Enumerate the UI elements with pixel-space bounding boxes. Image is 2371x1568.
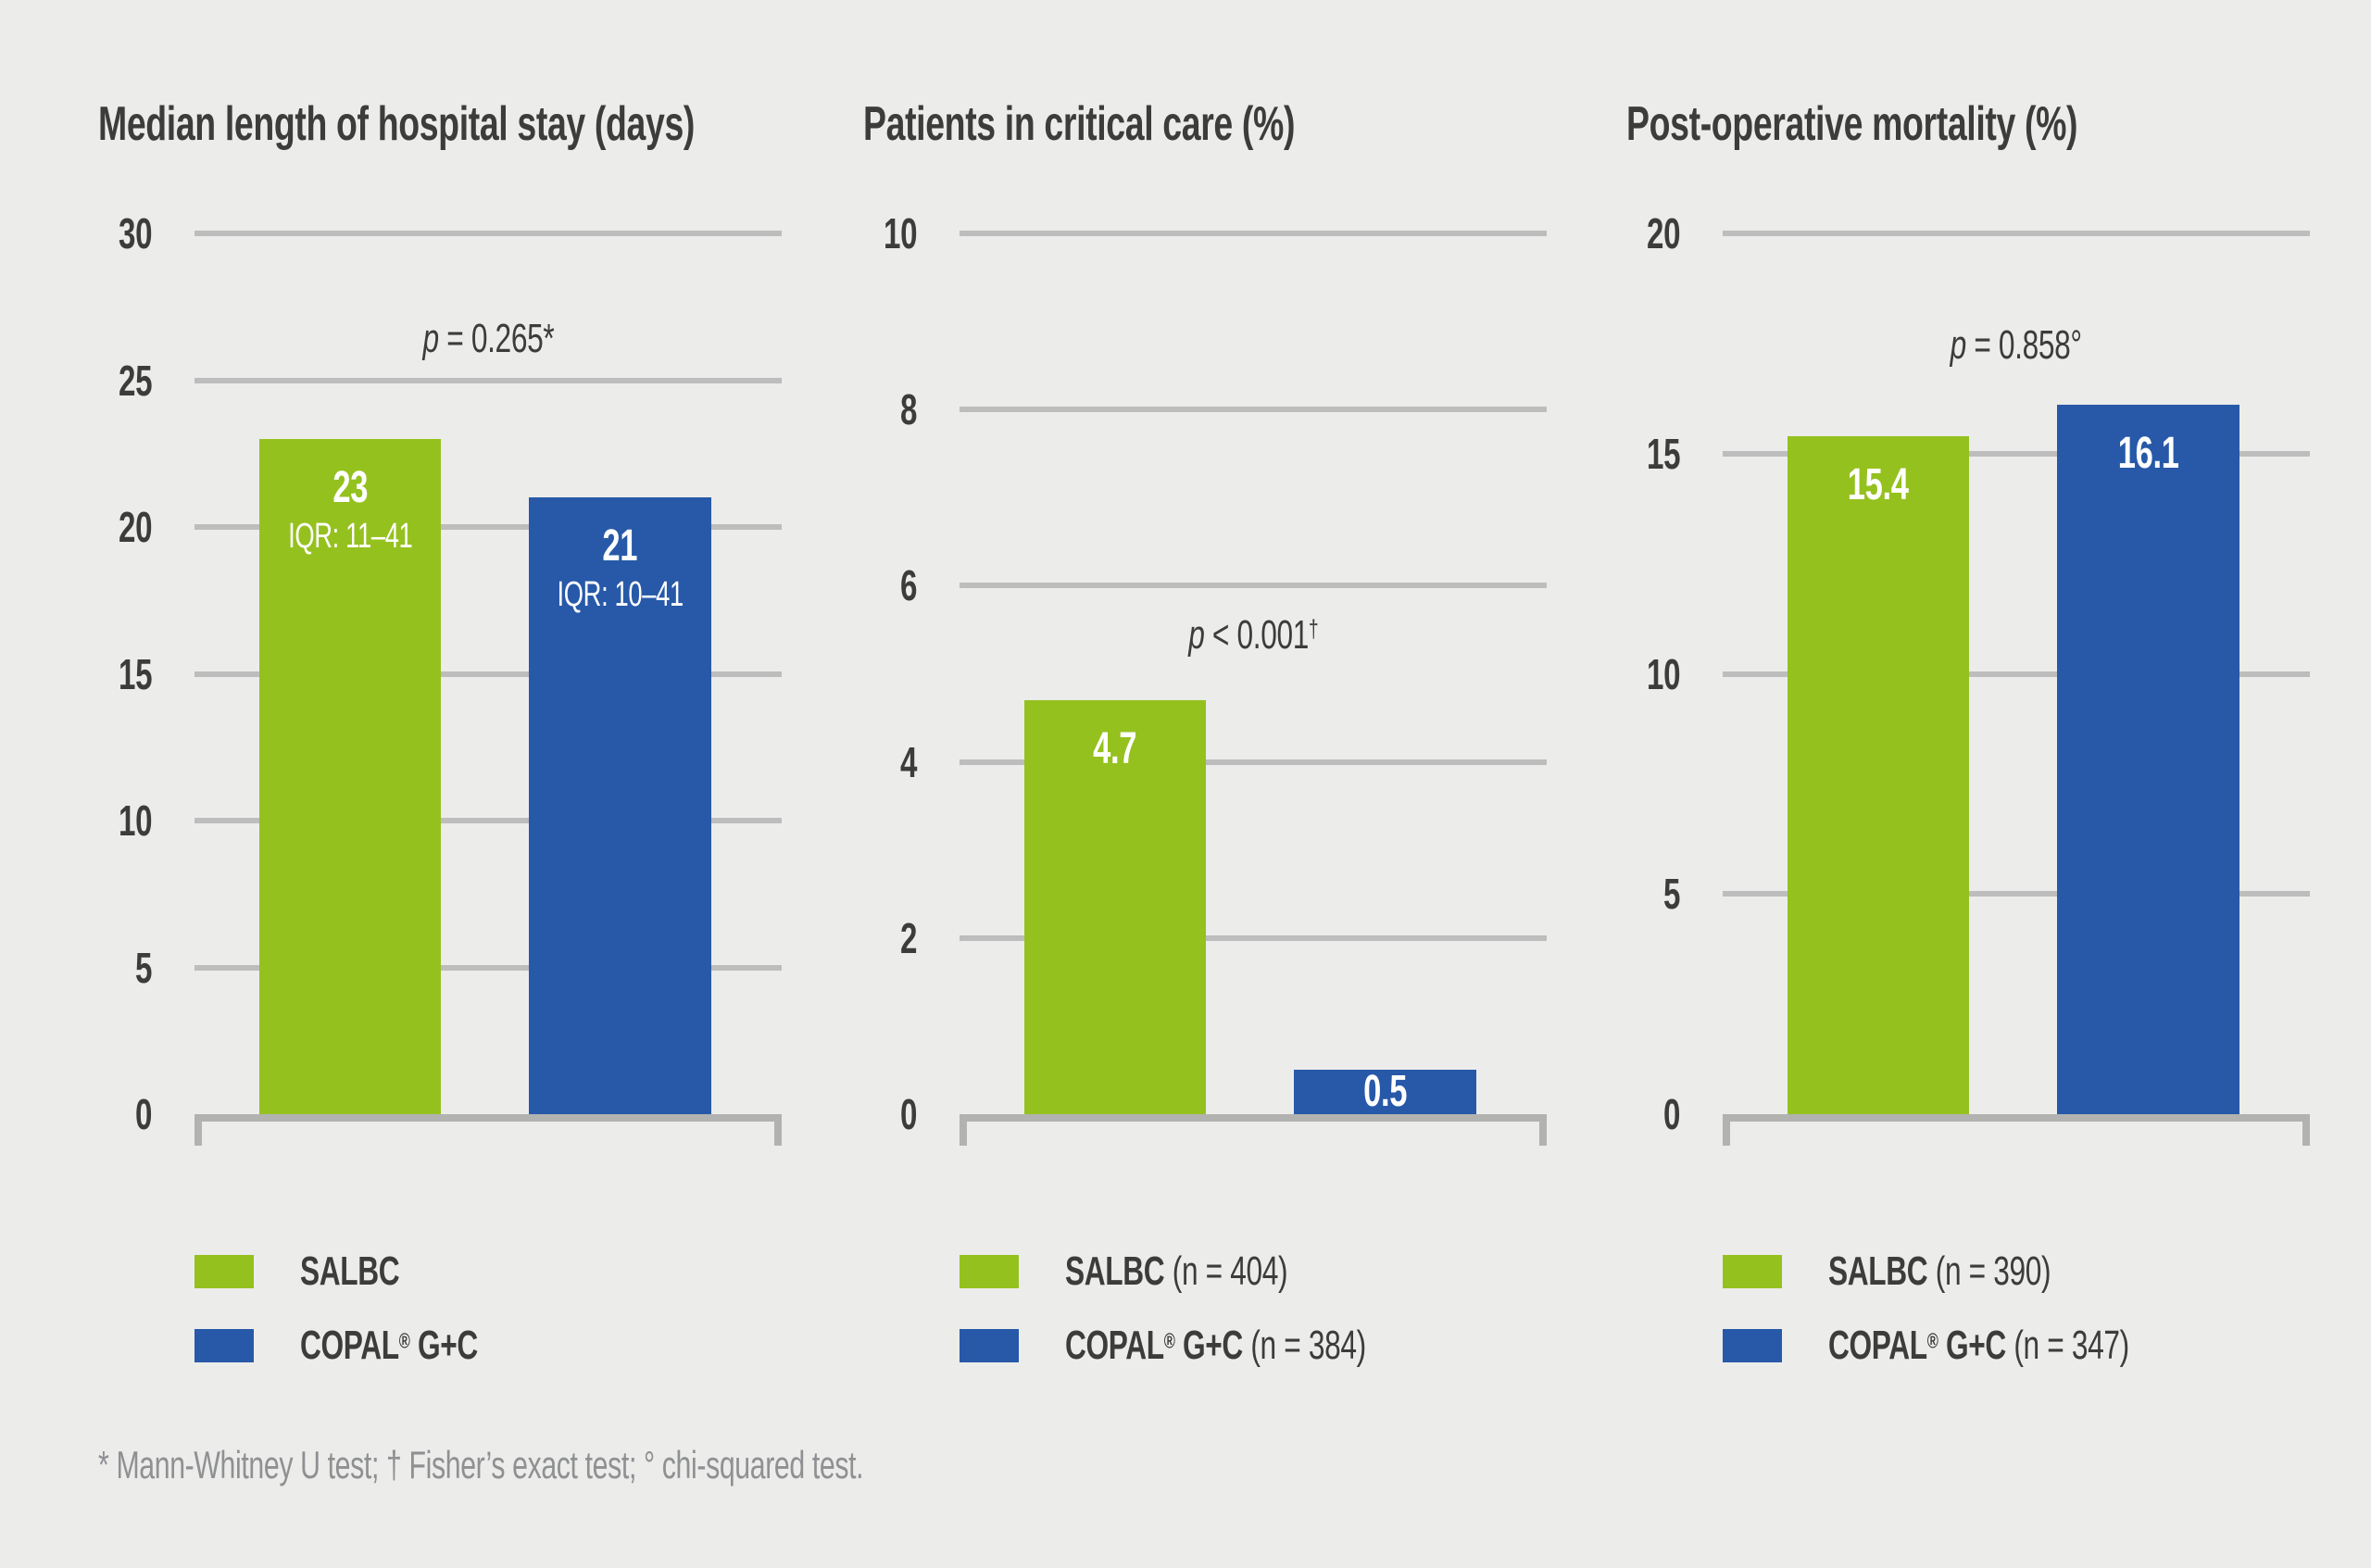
gridline: [194, 524, 782, 530]
legend: SALBC (n = 390) COPAL® G+C (n = 347): [1723, 1248, 2246, 1369]
plot-area: p = 0.858° 15.4 16.1: [1723, 231, 2310, 1146]
legend-swatch: [1723, 1255, 1782, 1288]
y-tick-label: 20: [1646, 209, 1680, 257]
chart-title-text: Patients in critical care (%): [863, 97, 1296, 151]
y-tick-label: 6: [899, 561, 917, 610]
y-tick-label: 0: [134, 1090, 152, 1138]
chart-post-operative-mortality: Post-operative mortality (%) 20 15 10 5 0 p …: [1626, 0, 2312, 1568]
bar-salbc: 23 IQR: 11–41: [258, 438, 442, 1114]
legend-item-salbc: SALBC (n = 390): [1723, 1248, 2246, 1295]
bar-copal-gc: 21 IQR: 10–41: [529, 497, 711, 1114]
plot-area: p < 0.001† 4.7 0.5: [960, 231, 1547, 1146]
legend-item-copal-gc: COPAL® G+C (n = 347): [1723, 1323, 2246, 1369]
chart-title: Median length of hospital stay (days): [98, 96, 927, 152]
y-tick-label: 20: [118, 503, 152, 551]
legend-label: COPAL® G+C: [300, 1323, 478, 1368]
y-tick-label: 5: [1662, 870, 1680, 919]
gridline: [1723, 231, 2310, 236]
legend-item-salbc: SALBC: [194, 1248, 547, 1295]
legend-label: SALBC (n = 390): [1828, 1248, 2051, 1294]
figure-footnote: * Mann-Whitney U test; † Fisher’s exact …: [98, 1443, 1161, 1487]
bar-value-label: 0.5: [1363, 1067, 1408, 1117]
gridline: [960, 935, 1547, 941]
gridline: [194, 377, 782, 383]
bar-label: 21 IQR: 10–41: [529, 521, 711, 619]
y-tick-label: 15: [118, 649, 152, 698]
p-value-annotation: p = 0.858°: [1950, 321, 2083, 368]
chart-title: Post-operative mortality (%): [1626, 96, 2253, 152]
gridline: [194, 818, 782, 823]
bar-label: 23 IQR: 11–41: [259, 463, 442, 560]
chart-title-text: Median length of hospital stay (days): [98, 97, 696, 151]
bar-copal-gc: 16.1: [2057, 405, 2239, 1114]
bar-label: 4.7: [1024, 724, 1207, 774]
figure-footnote-text: * Mann-Whitney U test; † Fisher’s exact …: [98, 1443, 864, 1486]
bar-salbc: 4.7: [1023, 700, 1207, 1114]
y-axis: 20 15 10 5 0: [1626, 209, 1680, 1138]
y-tick-label: 5: [134, 943, 152, 992]
gridline: [194, 231, 782, 236]
bar-label: 15.4: [1788, 460, 1970, 510]
gridline: [960, 759, 1547, 765]
gridline: [194, 671, 782, 677]
chart-critical-care: Patients in critical care (%) 10 8 6 4 2 0 p …: [863, 0, 1549, 1568]
bar-label: 16.1: [2057, 429, 2239, 479]
y-tick-label: 4: [899, 737, 917, 786]
y-tick-label: 25: [118, 356, 152, 405]
chart-title-text: Post-operative mortality (%): [1626, 97, 2078, 151]
plot-area: p = 0.265* 23 IQR: 11–41 21 IQR: 10–41: [194, 231, 782, 1146]
x-axis-line: [194, 1114, 782, 1146]
y-tick-label: 10: [883, 209, 917, 257]
bar-salbc: 15.4: [1787, 435, 1970, 1114]
y-axis: 30 25 20 15 10 5 0: [98, 209, 152, 1138]
legend: SALBC COPAL® G+C: [194, 1248, 547, 1369]
gridline: [1723, 450, 2310, 457]
gridline: [194, 964, 782, 971]
legend-swatch: [960, 1255, 1019, 1288]
legend-label: SALBC (n = 404): [1065, 1248, 1288, 1294]
bar-value-label: 15.4: [1848, 459, 1909, 509]
bar-value-label: 16.1: [2117, 429, 2179, 479]
p-value-annotation: p = 0.265*: [422, 316, 554, 362]
gridline: [960, 407, 1547, 413]
legend-item-copal-gc: COPAL® G+C: [194, 1323, 547, 1369]
bar-value-label: 4.7: [1093, 724, 1137, 774]
bar-value-label: 21: [602, 521, 638, 571]
y-tick-label: 8: [899, 385, 917, 434]
legend-item-copal-gc: COPAL® G+C (n = 384): [960, 1323, 1483, 1369]
legend-label: COPAL® G+C (n = 384): [1065, 1323, 1366, 1368]
legend-swatch: [1723, 1329, 1782, 1362]
gridline: [1723, 891, 2310, 897]
x-axis-line: [960, 1114, 1547, 1146]
y-axis: 10 8 6 4 2 0: [863, 209, 917, 1138]
bar-label: 0.5: [1294, 1067, 1476, 1117]
legend-swatch: [194, 1255, 254, 1288]
legend-swatch: [960, 1329, 1019, 1362]
y-tick-label: 0: [1662, 1090, 1680, 1138]
y-tick-label: 10: [118, 797, 152, 845]
bar-iqr-label: IQR: 11–41: [287, 516, 413, 556]
bar-value-label: 23: [332, 462, 368, 512]
gridline: [960, 231, 1547, 236]
legend-item-salbc: SALBC (n = 404): [960, 1248, 1483, 1295]
gridline: [1723, 671, 2310, 677]
legend-label: COPAL® G+C (n = 347): [1828, 1323, 2129, 1368]
bar-copal-gc: 0.5: [1294, 1067, 1476, 1117]
chart-hospital-stay: Median length of hospital stay (days) 30…: [98, 0, 784, 1568]
legend-label: SALBC: [300, 1248, 400, 1294]
chart-title: Patients in critical care (%): [863, 96, 1462, 152]
x-axis-line: [1723, 1114, 2310, 1146]
p-value-annotation: p < 0.001†: [1188, 612, 1318, 659]
y-tick-label: 0: [899, 1090, 917, 1138]
y-tick-label: 15: [1646, 429, 1680, 478]
y-tick-label: 30: [118, 209, 152, 257]
bar-iqr-label: IQR: 10–41: [557, 575, 684, 615]
legend-swatch: [194, 1329, 254, 1362]
gridline: [960, 583, 1547, 589]
legend: SALBC (n = 404) COPAL® G+C (n = 384): [960, 1248, 1483, 1369]
y-tick-label: 10: [1646, 649, 1680, 698]
y-tick-label: 2: [899, 913, 917, 962]
